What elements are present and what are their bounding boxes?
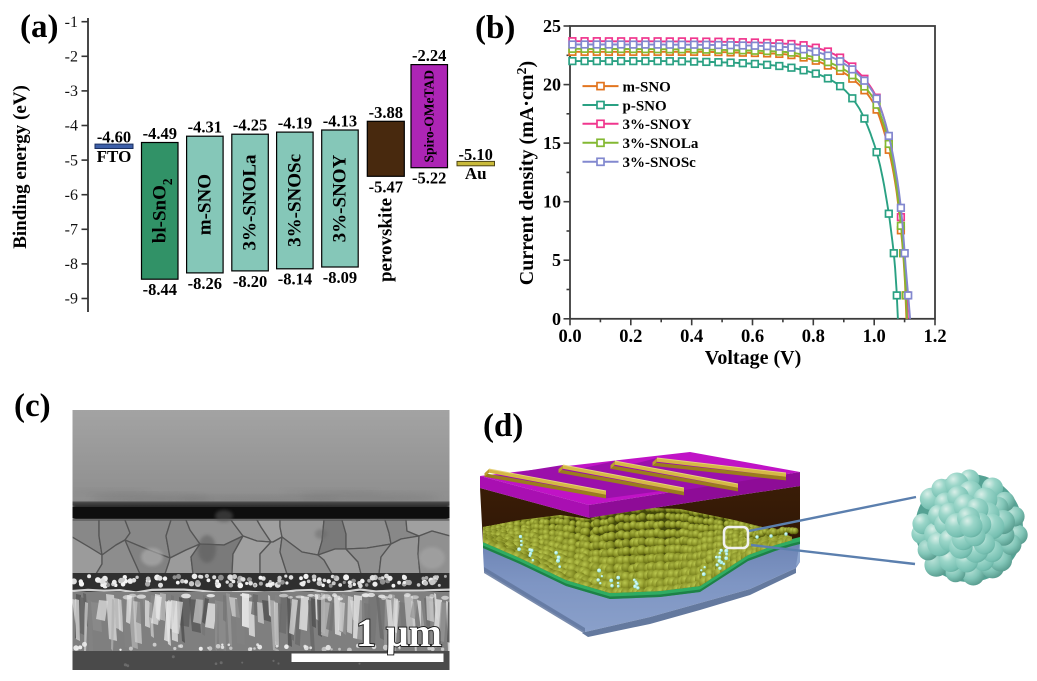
svg-text:-8.14: -8.14 — [278, 270, 312, 289]
svg-text:0.2: 0.2 — [619, 327, 642, 347]
svg-text:-5.22: -5.22 — [412, 169, 446, 188]
svg-text:-5.47: -5.47 — [369, 177, 403, 196]
svg-text:Spiro-OMeTAD: Spiro-OMeTAD — [422, 70, 437, 163]
svg-text:-1: -1 — [65, 14, 78, 31]
svg-text:(c): (c) — [14, 388, 51, 424]
svg-text:Au: Au — [465, 164, 487, 183]
svg-text:-5.10: -5.10 — [459, 145, 493, 164]
svg-text:1.0: 1.0 — [863, 327, 886, 347]
svg-text:-4.31: -4.31 — [188, 118, 222, 137]
svg-text:0.0: 0.0 — [558, 327, 581, 347]
svg-text:Voltage (V): Voltage (V) — [705, 347, 801, 369]
svg-text:1.2: 1.2 — [923, 327, 946, 347]
svg-text:FTO: FTO — [97, 147, 132, 166]
svg-text:10: 10 — [543, 192, 561, 212]
svg-text:-4.19: -4.19 — [278, 114, 312, 133]
svg-text:-7: -7 — [65, 222, 78, 239]
svg-text:m-SNO: m-SNO — [194, 174, 215, 235]
svg-text:25: 25 — [543, 16, 561, 36]
svg-text:3%-SNOSc: 3%-SNOSc — [623, 155, 697, 171]
svg-text:(b): (b) — [475, 10, 515, 46]
svg-text:perovskite: perovskite — [375, 198, 396, 282]
svg-text:3%-SNOY: 3%-SNOY — [623, 117, 692, 133]
svg-text:-8.26: -8.26 — [188, 274, 222, 293]
svg-text:-8.44: -8.44 — [143, 280, 177, 299]
svg-text:(a): (a) — [20, 9, 58, 45]
svg-text:3%-SNOSc: 3%-SNOSc — [284, 154, 305, 247]
svg-text:5: 5 — [552, 250, 561, 270]
svg-text:Current density (mA·cm2): Current density (mA·cm2) — [515, 61, 539, 285]
svg-text:-4.49: -4.49 — [143, 124, 177, 143]
svg-text:20: 20 — [543, 75, 561, 95]
svg-text:-8: -8 — [65, 256, 78, 273]
svg-text:-4.25: -4.25 — [233, 116, 267, 135]
svg-text:-6: -6 — [65, 187, 78, 204]
svg-text:0: 0 — [552, 309, 561, 329]
svg-text:0.4: 0.4 — [680, 327, 703, 347]
svg-text:-2.24: -2.24 — [412, 46, 446, 65]
svg-text:p-SNO: p-SNO — [623, 98, 667, 114]
svg-text:Binding energy (eV): Binding energy (eV) — [10, 85, 31, 249]
svg-text:(d): (d) — [483, 408, 523, 444]
svg-text:-8.09: -8.09 — [323, 268, 357, 287]
svg-text:3%-SNOLa: 3%-SNOLa — [240, 154, 261, 251]
svg-text:-4.13: -4.13 — [323, 112, 357, 131]
svg-text:15: 15 — [543, 133, 561, 153]
svg-text:-2: -2 — [65, 49, 78, 66]
svg-text:-8.20: -8.20 — [233, 272, 267, 291]
svg-text:3%-SNOY: 3%-SNOY — [329, 154, 350, 242]
svg-text:3%-SNOLa: 3%-SNOLa — [623, 136, 699, 152]
svg-text:-3.88: -3.88 — [369, 103, 403, 122]
svg-text:-9: -9 — [65, 291, 78, 308]
svg-text:-3: -3 — [65, 83, 78, 100]
svg-text:0.8: 0.8 — [802, 327, 825, 347]
svg-text:1 μm: 1 μm — [356, 610, 442, 655]
svg-text:0.6: 0.6 — [741, 327, 764, 347]
svg-text:-4: -4 — [65, 118, 78, 135]
svg-text:-5: -5 — [65, 152, 78, 169]
svg-text:-4.60: -4.60 — [97, 128, 131, 147]
svg-text:m-SNO: m-SNO — [623, 80, 671, 96]
